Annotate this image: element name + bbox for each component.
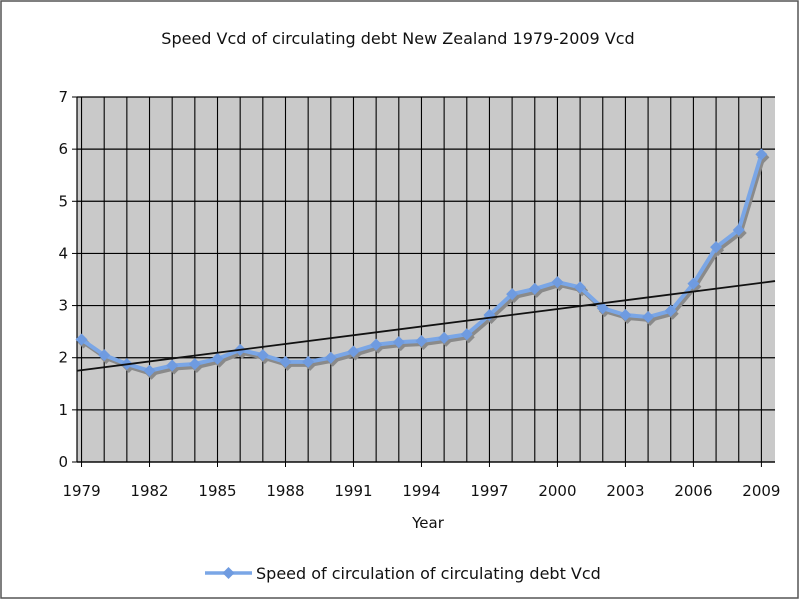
y-tick-label: 6 bbox=[58, 140, 68, 158]
data-point bbox=[370, 338, 383, 351]
x-tick-label: 1979 bbox=[62, 482, 100, 500]
data-point bbox=[710, 241, 723, 254]
y-tick-label: 0 bbox=[58, 453, 68, 471]
data-point bbox=[574, 281, 587, 294]
x-tick-labels: 1979 1982 1985 1988 1991 1994 1997 2000 2003 2006… bbox=[62, 462, 780, 500]
x-tick-label: 1985 bbox=[198, 482, 236, 500]
data-point bbox=[415, 335, 428, 348]
data-point bbox=[619, 308, 632, 321]
data-point bbox=[256, 349, 269, 362]
data-point bbox=[302, 355, 315, 368]
data-point bbox=[279, 355, 292, 368]
chart-title: Speed Vcd of circulating debt New Zealan… bbox=[161, 29, 634, 48]
data-point bbox=[551, 276, 564, 289]
x-tick-label: 2000 bbox=[538, 482, 576, 500]
y-tick-label: 4 bbox=[58, 244, 68, 262]
data-point bbox=[75, 333, 88, 346]
plot-area bbox=[77, 97, 775, 462]
data-point bbox=[143, 364, 156, 377]
data-point bbox=[347, 345, 360, 358]
trendline bbox=[76, 280, 776, 372]
data-point bbox=[687, 277, 700, 290]
legend-label: Speed of circulation of circulating debt… bbox=[256, 564, 601, 583]
data-point bbox=[596, 302, 609, 315]
legend-marker bbox=[222, 567, 235, 579]
data-point bbox=[664, 304, 677, 317]
data-point bbox=[460, 328, 473, 341]
x-tick-label: 1982 bbox=[130, 482, 168, 500]
data-point bbox=[166, 359, 179, 372]
data-point bbox=[506, 288, 519, 301]
y-tick-label: 5 bbox=[58, 192, 68, 210]
legend: Speed of circulation of circulating debt… bbox=[205, 564, 601, 583]
x-tick-label: 1997 bbox=[470, 482, 508, 500]
y-tick-labels: 0 1 2 3 4 5 6 7 bbox=[58, 88, 77, 471]
data-point bbox=[755, 148, 768, 161]
x-tick-label: 2006 bbox=[674, 482, 712, 500]
y-tick-label: 7 bbox=[58, 88, 68, 106]
x-tick-label: 2009 bbox=[742, 482, 780, 500]
x-tick-label: 1994 bbox=[402, 482, 440, 500]
data-point bbox=[528, 282, 541, 295]
series-group bbox=[75, 148, 768, 377]
data-point bbox=[324, 351, 337, 364]
data-point bbox=[642, 311, 655, 324]
y-tick-label: 1 bbox=[58, 401, 68, 419]
data-point bbox=[98, 349, 111, 362]
trendline-group bbox=[76, 280, 776, 372]
data-point bbox=[438, 331, 451, 344]
data-point bbox=[392, 336, 405, 349]
y-tick-label: 3 bbox=[58, 297, 68, 315]
data-point bbox=[211, 352, 224, 365]
y-tick-label: 2 bbox=[58, 349, 68, 367]
x-tick-label: 1991 bbox=[334, 482, 372, 500]
x-axis-label: Year bbox=[411, 514, 445, 532]
x-tick-label: 2003 bbox=[606, 482, 644, 500]
x-tick-label: 1988 bbox=[266, 482, 304, 500]
data-point bbox=[188, 357, 201, 370]
data-point bbox=[732, 223, 745, 236]
